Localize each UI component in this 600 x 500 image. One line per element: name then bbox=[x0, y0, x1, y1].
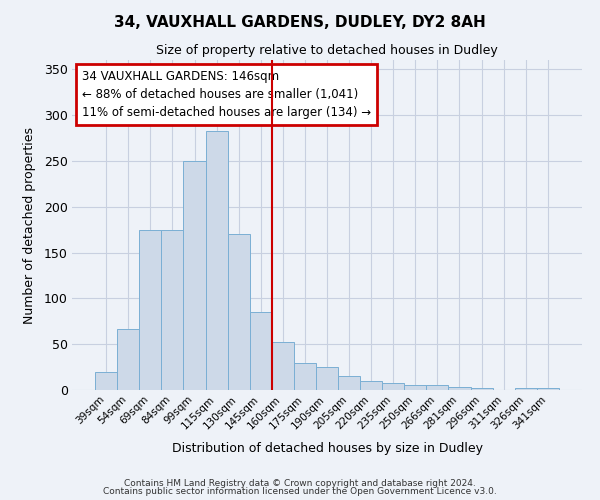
Y-axis label: Number of detached properties: Number of detached properties bbox=[23, 126, 35, 324]
Bar bbox=[184, 161, 206, 390]
Bar bbox=[316, 367, 338, 390]
Title: Size of property relative to detached houses in Dudley: Size of property relative to detached ho… bbox=[156, 44, 498, 58]
Text: 34 VAUXHALL GARDENS: 146sqm
← 88% of detached houses are smaller (1,041)
11% of : 34 VAUXHALL GARDENS: 146sqm ← 88% of det… bbox=[82, 70, 371, 119]
Text: Contains HM Land Registry data © Crown copyright and database right 2024.: Contains HM Land Registry data © Crown c… bbox=[124, 478, 476, 488]
Bar bbox=[404, 384, 427, 390]
Bar bbox=[117, 328, 139, 390]
Text: 34, VAUXHALL GARDENS, DUDLEY, DY2 8AH: 34, VAUXHALL GARDENS, DUDLEY, DY2 8AH bbox=[114, 15, 486, 30]
Bar bbox=[272, 342, 294, 390]
Bar bbox=[227, 234, 250, 390]
Bar bbox=[537, 388, 559, 390]
Bar bbox=[294, 362, 316, 390]
Text: Contains public sector information licensed under the Open Government Licence v3: Contains public sector information licen… bbox=[103, 487, 497, 496]
Bar bbox=[382, 382, 404, 390]
Bar bbox=[139, 230, 161, 390]
Bar bbox=[161, 230, 184, 390]
Bar bbox=[338, 376, 360, 390]
Bar bbox=[515, 388, 537, 390]
X-axis label: Distribution of detached houses by size in Dudley: Distribution of detached houses by size … bbox=[172, 442, 482, 455]
Bar bbox=[250, 312, 272, 390]
Bar bbox=[448, 387, 470, 390]
Bar bbox=[360, 381, 382, 390]
Bar bbox=[470, 388, 493, 390]
Bar bbox=[95, 372, 117, 390]
Bar bbox=[206, 130, 227, 390]
Bar bbox=[427, 386, 448, 390]
